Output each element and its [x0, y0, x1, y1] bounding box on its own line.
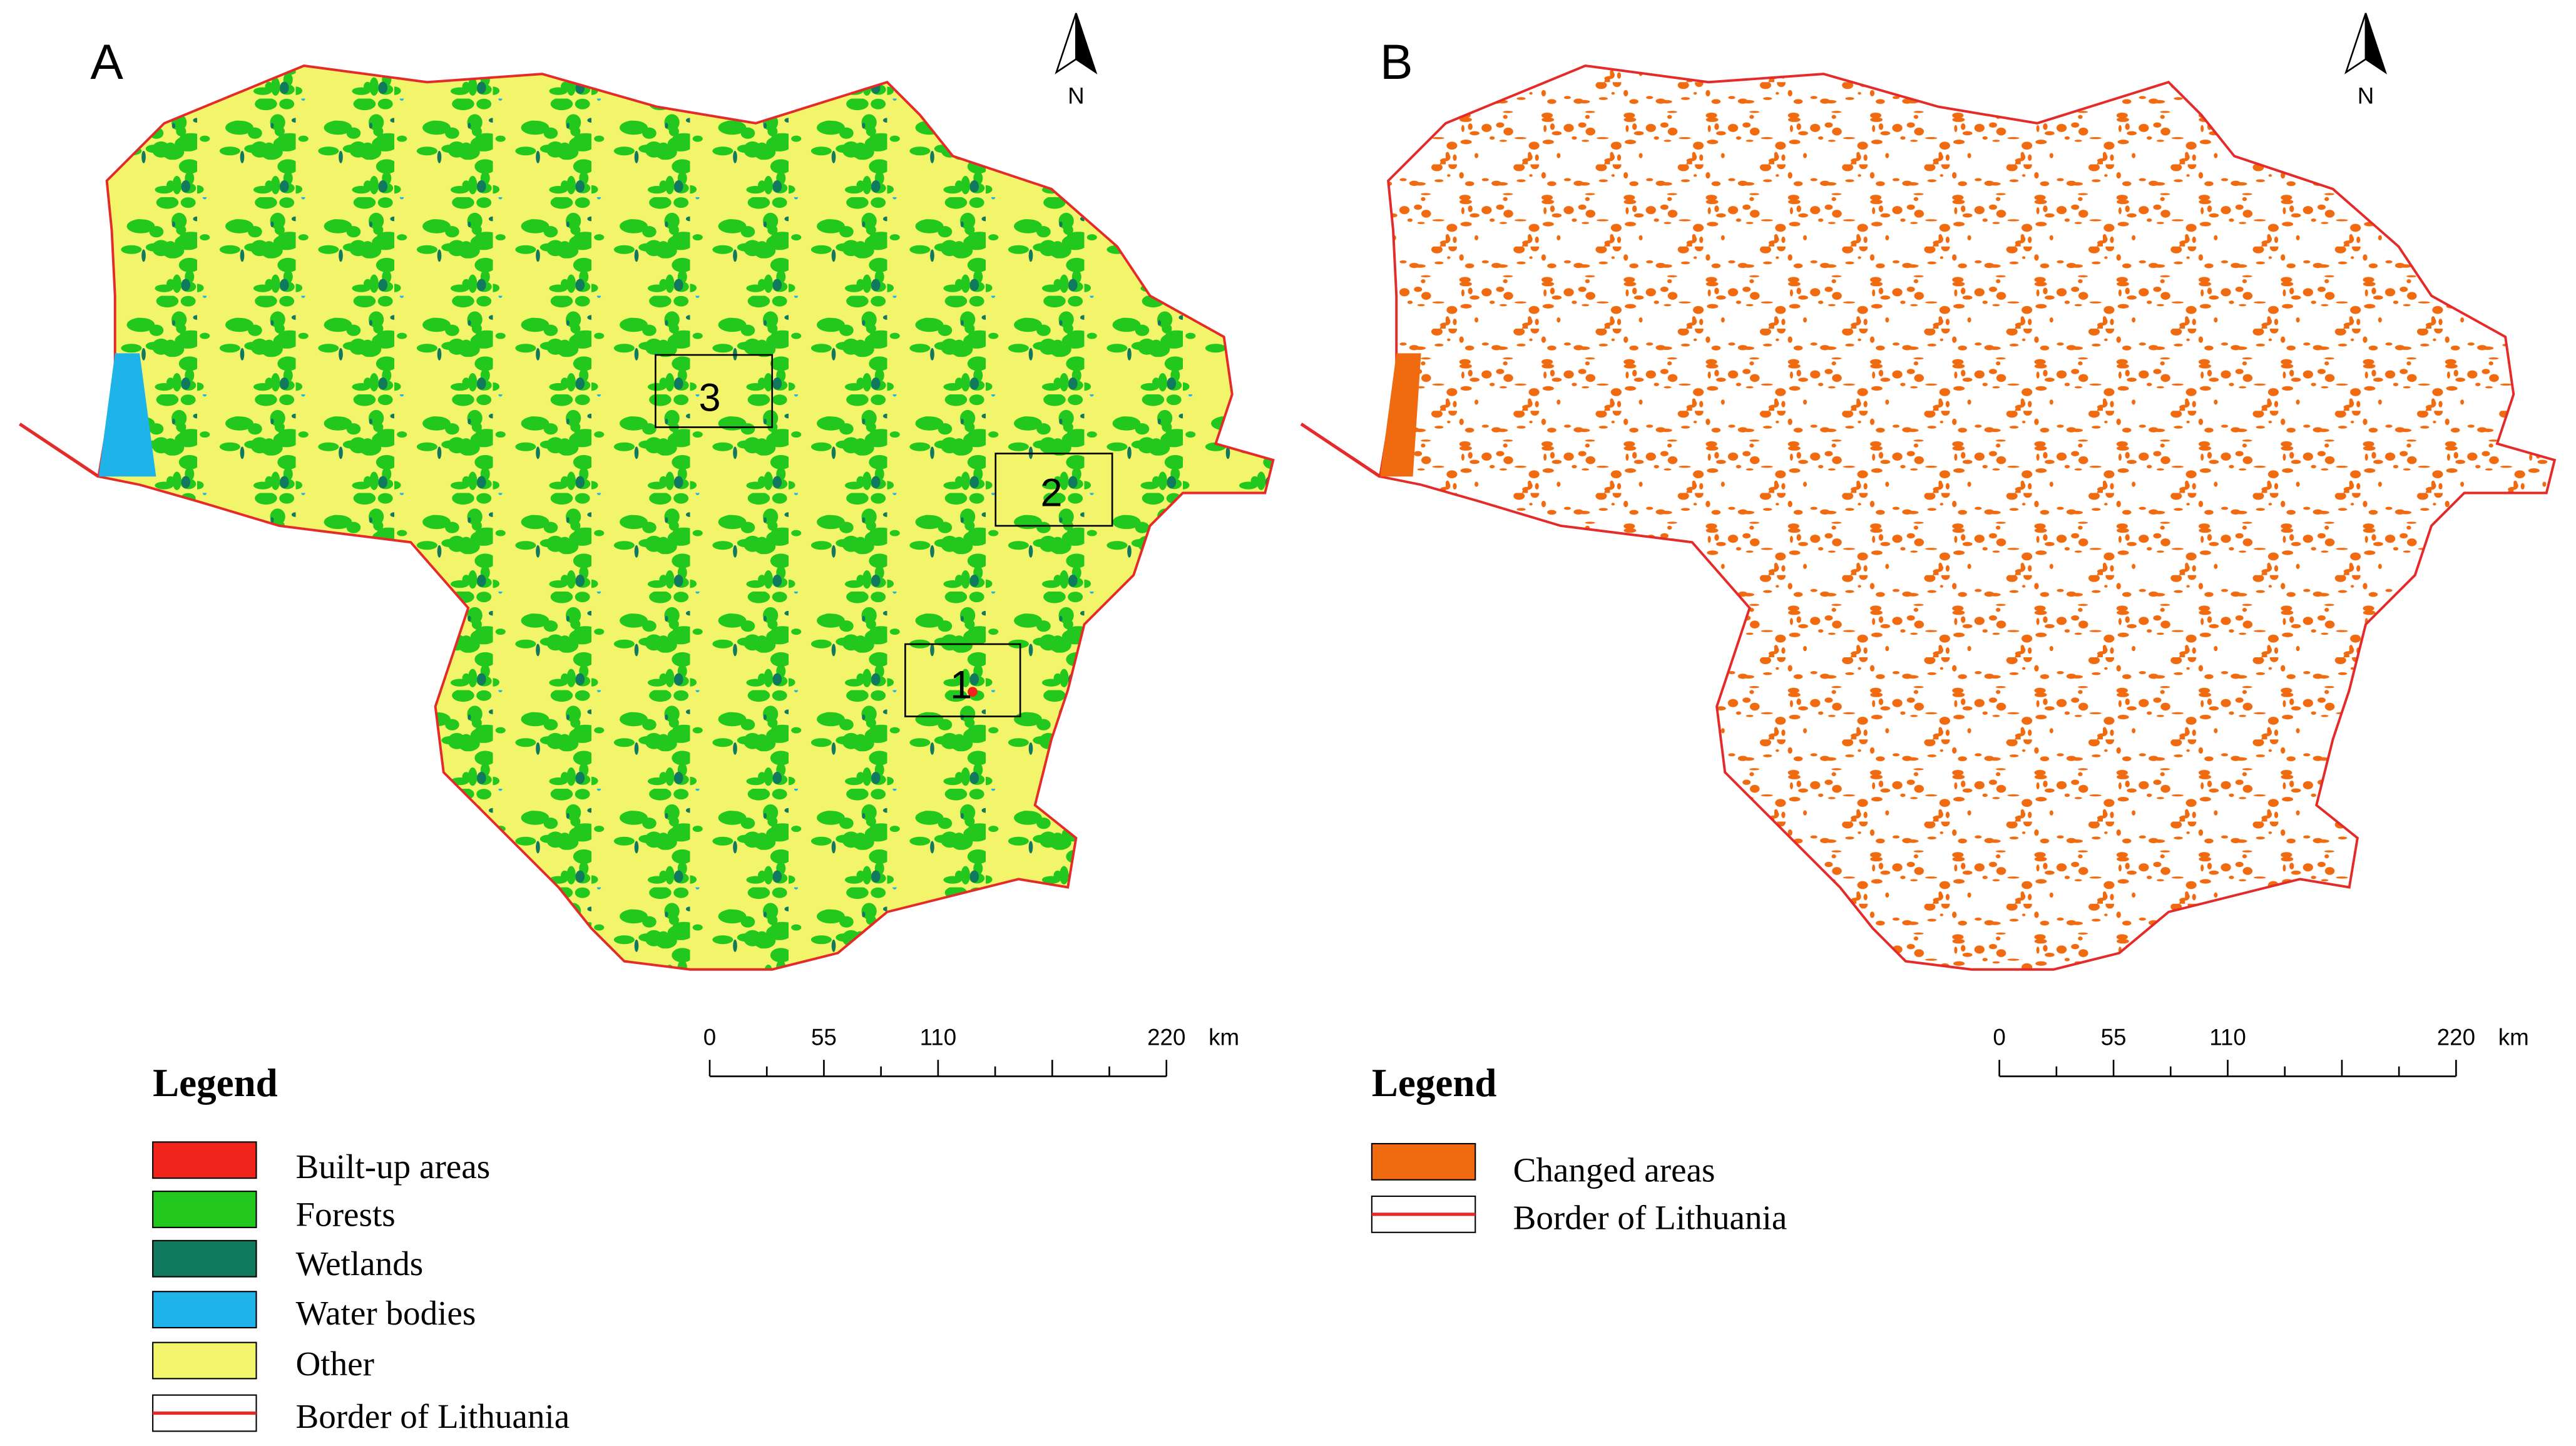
coast-change	[1380, 353, 1421, 477]
legend-title: Legend	[153, 1061, 278, 1105]
box-label: 3	[698, 376, 720, 419]
scale-label: 110	[2209, 1025, 2246, 1050]
panel-b: B	[1300, 34, 2556, 971]
legend-label: Border of Lithuania	[296, 1397, 570, 1435]
legend-label: Border of Lithuania	[1513, 1199, 1787, 1237]
study-box	[655, 354, 774, 428]
decorations: N 0 55 110 220 km Legend Built-up areas Forests W…	[152, 13, 2529, 1435]
legend-label: Changed areas	[1513, 1151, 1715, 1189]
legend-swatch	[152, 1191, 257, 1228]
legend-label: Forests	[296, 1195, 396, 1233]
study-box	[904, 643, 1021, 717]
legend-label: Wetlands	[296, 1244, 424, 1283]
coast-spit	[1300, 423, 1381, 478]
scale-label: 55	[811, 1025, 837, 1050]
built-up-spot	[968, 687, 978, 697]
scale-unit: km	[1209, 1025, 1239, 1050]
legend-swatch	[152, 1141, 257, 1179]
changed-areas	[1379, 64, 2556, 971]
scale-label: 0	[1993, 1025, 2005, 1050]
north-arrow	[2344, 13, 2367, 74]
scale-label: 220	[1147, 1025, 1185, 1050]
box-label: 2	[1040, 471, 1062, 515]
north-label: N	[2358, 83, 2374, 108]
legend-swatch	[152, 1341, 257, 1380]
legend-swatch	[1371, 1142, 1476, 1181]
panel-label: A	[90, 34, 123, 90]
map-b	[1300, 64, 2556, 971]
legend-label: Other	[296, 1345, 374, 1383]
box-label: 1	[950, 664, 972, 707]
legend-swatch	[152, 1291, 257, 1329]
scale-label: 55	[2101, 1025, 2127, 1050]
legend-swatch	[152, 1239, 257, 1278]
panel-label: B	[1380, 34, 1413, 90]
panel-a: A 3 2 1	[19, 34, 1275, 971]
north-arrow	[2364, 13, 2387, 74]
scale-label: 220	[2437, 1025, 2475, 1050]
north-label: N	[1068, 83, 1085, 108]
scale-label: 0	[703, 1025, 716, 1050]
coast-spit	[19, 423, 100, 478]
north-arrow	[1075, 13, 1098, 74]
legend-title: Legend	[1372, 1061, 1497, 1105]
land-cover	[97, 64, 1275, 971]
legend-label: Water bodies	[296, 1294, 476, 1332]
scale-unit: km	[2498, 1025, 2529, 1050]
study-box	[994, 453, 1113, 527]
north-arrow	[1055, 13, 1077, 74]
lagoon	[98, 353, 156, 477]
legend-label: Built-up areas	[296, 1147, 491, 1186]
scale-label: 110	[920, 1025, 957, 1050]
